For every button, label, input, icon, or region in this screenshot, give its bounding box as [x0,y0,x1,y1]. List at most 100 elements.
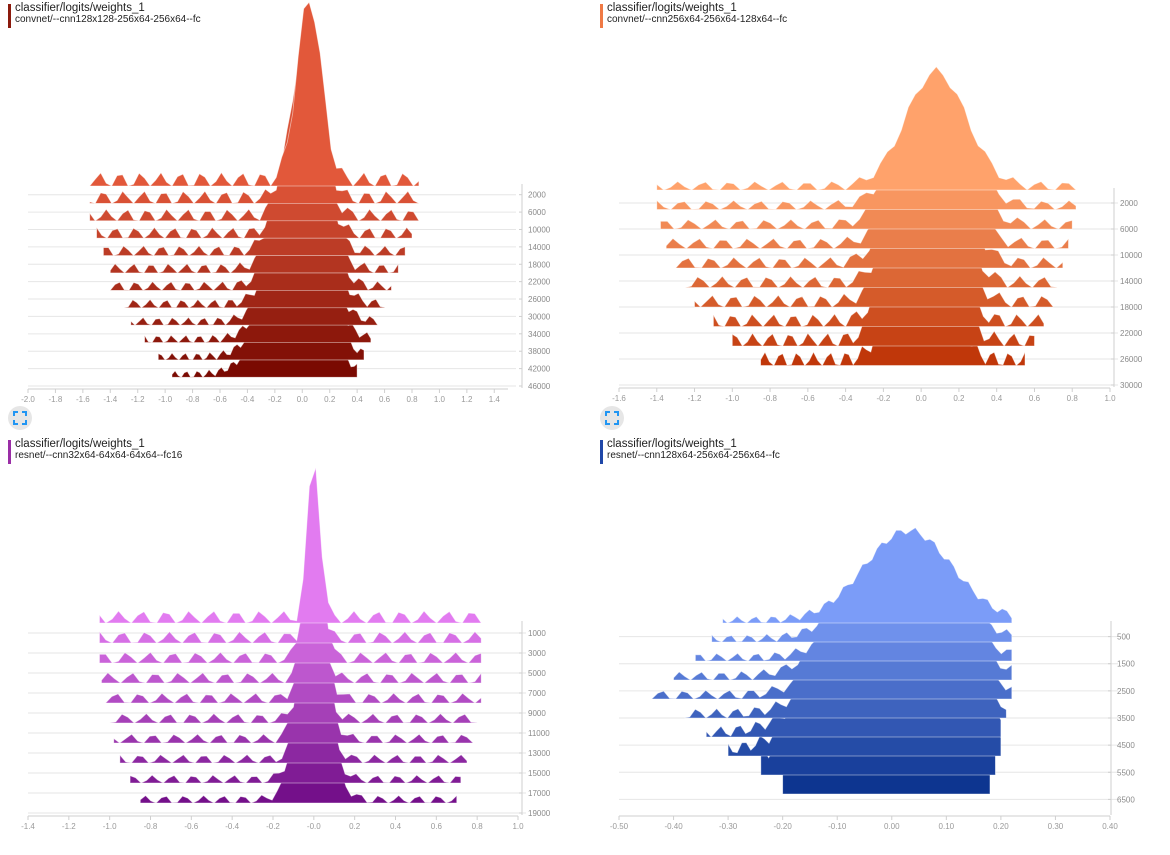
histogram-card-4: classifier/logits/weights_1 resnet/--cnn… [592,436,1170,855]
card-header: classifier/logits/weights_1 convnet/--cn… [600,2,787,28]
card-header: classifier/logits/weights_1 convnet/--cn… [8,2,201,28]
x-tick-label: 0.2 [324,395,336,404]
x-tick-label: -1.2 [62,822,76,831]
x-axis: -1.6 -1.4 -1.2 -1.0 -0.8 -0.6 -0.4 -0.2 0.0 0.2 0.… [612,387,1116,403]
expand-button[interactable] [600,406,624,430]
y-tick-label: 500 [1117,633,1131,642]
x-tick-label: -1.0 [725,394,739,403]
y-tick-label: 18000 [1120,303,1143,312]
y-tick-label: 1000 [528,629,546,638]
x-tick-label: -0.30 [719,822,738,831]
x-tick-label: 0.6 [431,822,443,831]
y-tick-label: 22000 [528,278,551,287]
y-tick-label: 17000 [528,789,551,798]
y-tick-label: 19000 [528,809,551,818]
y-tick-label: 14000 [1120,277,1143,286]
x-tick-label: -1.4 [21,822,35,831]
histogram-ridge[interactable] [99,509,482,664]
histogram-ridge[interactable] [722,527,1013,624]
x-tick-label: 0.4 [390,822,402,831]
y-axis: 2000 6000 10000 14000 18000 22000 26000 30000 34… [519,184,551,391]
histogram-card-1: classifier/logits/weights_1 convnet/--cn… [0,0,585,430]
x-tick-label: 1.0 [1104,394,1116,403]
x-tick-label: -0.4 [241,395,255,404]
x-tick-label: 0.8 [472,822,484,831]
y-tick-label: 6500 [1117,795,1135,804]
histogram-card-2: classifier/logits/weights_1 convnet/--cn… [592,0,1170,430]
x-tick-label: -0.40 [664,822,683,831]
x-tick-label: -1.2 [131,395,145,404]
histogram-ridge[interactable] [89,28,420,205]
x-tick-label: -0.6 [801,394,815,403]
x-tick-label: 0.4 [352,395,364,404]
y-tick-label: 3500 [1117,714,1135,723]
y-tick-label: 15000 [528,769,551,778]
x-tick-label: -0.8 [186,395,200,404]
x-axis: -0.50 -0.40 -0.30 -0.20 -0.10 0.00 0.10 0.20 0.3… [610,815,1118,831]
x-tick-label: 0.8 [406,395,418,404]
y-tick-label: 14000 [528,243,551,252]
y-tick-label: 30000 [1120,381,1143,390]
x-tick-label: -0.20 [774,822,793,831]
card-header: classifier/logits/weights_1 resnet/--cnn… [600,438,780,464]
x-tick-label: -0.2 [268,395,282,404]
card-run-name: convnet/--cnn128x128-256x64-256x64--fc [15,14,201,25]
y-tick-label: 2500 [1117,687,1135,696]
histogram-ridge[interactable] [89,58,420,222]
y-tick-label: 6000 [1120,225,1138,234]
card-title: classifier/logits/weights_1 [15,2,145,14]
histogram-chart: -1.4 -1.2 -1.0 -0.8 -0.6 -0.4 -0.2 -0.0 0.2 0.4 0.… [21,467,551,831]
x-axis: -1.4 -1.2 -1.0 -0.8 -0.6 -0.4 -0.2 -0.0 0.2 0.4 0.… [21,815,524,831]
y-tick-label: 26000 [1120,355,1143,364]
x-tick-label: -0.0 [307,822,321,831]
x-tick-label: 1.4 [489,395,501,404]
y-tick-label: 46000 [528,382,551,391]
histogram-ridge[interactable] [96,86,413,239]
x-tick-label: 0.4 [991,394,1003,403]
y-tick-label: 5500 [1117,768,1135,777]
run-color-bar [600,4,603,28]
x-tick-label: -0.8 [763,394,777,403]
y-tick-label: 4500 [1117,741,1135,750]
x-tick-label: -1.6 [612,394,626,403]
x-tick-label: 0.8 [1067,394,1079,403]
x-tick-label: -1.6 [76,395,90,404]
x-tick-label: 0.30 [1048,822,1064,831]
x-tick-label: 0.00 [884,822,900,831]
histogram-ridge[interactable] [88,1,420,187]
y-tick-label: 34000 [528,330,551,339]
x-tick-label: 1.2 [461,395,473,404]
x-tick-label: -1.8 [49,395,63,404]
y-tick-label: 22000 [1120,329,1143,338]
histogram-chart: -0.50 -0.40 -0.30 -0.20 -0.10 0.00 0.10 0.20 0.3… [610,527,1135,831]
x-tick-label: 0.0 [916,394,928,403]
y-tick-label: 10000 [1120,251,1143,260]
expand-button[interactable] [8,406,32,430]
x-tick-label: -0.6 [213,395,227,404]
y-tick-label: 30000 [528,312,551,321]
x-tick-label: -0.2 [266,822,280,831]
histogram-ridge[interactable] [99,467,482,624]
x-tick-label: -1.4 [650,394,664,403]
x-tick-label: -0.2 [876,394,890,403]
x-tick-label: -1.4 [103,395,117,404]
y-tick-label: 10000 [528,225,551,234]
histogram-ridge[interactable] [99,489,482,644]
x-tick-label: -0.4 [225,822,239,831]
y-tick-label: 3000 [528,649,546,658]
x-tick-label: -0.10 [828,822,847,831]
x-axis: -2.0 -1.8 -1.6 -1.4 -1.2 -1.0 -0.8 -0.6 -0.4 -0.2… [21,388,508,404]
x-tick-label: 0.6 [379,395,391,404]
x-tick-label: 0.2 [953,394,965,403]
x-tick-label: -0.6 [184,822,198,831]
histogram-ridge[interactable] [656,66,1077,191]
x-tick-label: 0.2 [349,822,361,831]
y-tick-label: 38000 [528,347,551,356]
y-tick-label: 9000 [528,709,546,718]
x-tick-label: 0.0 [297,395,309,404]
x-tick-label: -1.2 [688,394,702,403]
x-tick-label: 1.0 [434,395,446,404]
card-title: classifier/logits/weights_1 [607,438,737,450]
y-tick-label: 7000 [528,689,546,698]
expand-icon [605,411,619,425]
